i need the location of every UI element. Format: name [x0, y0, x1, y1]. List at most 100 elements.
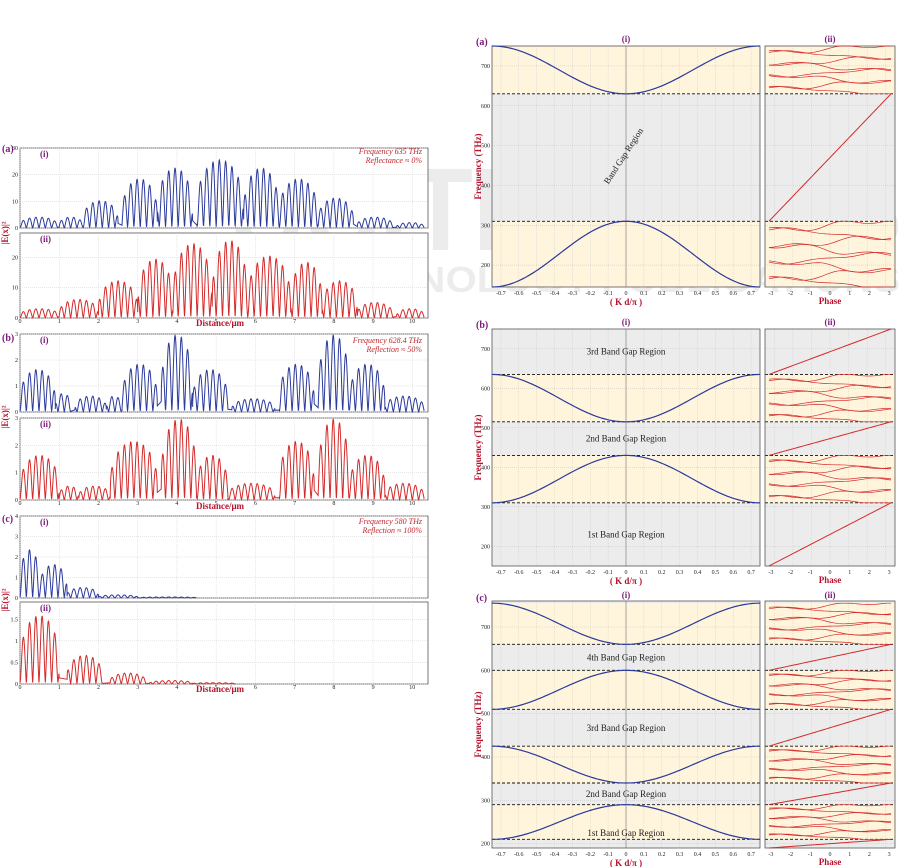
- phase-curve: [768, 489, 892, 499]
- x-tick-label: 4: [175, 501, 178, 507]
- series-line: [19, 334, 425, 414]
- y-tick-label: 20: [12, 255, 18, 261]
- y-tick-label: 0: [15, 226, 18, 232]
- annotation-line-1: Frequency 628.4 THz: [352, 336, 423, 345]
- phase-curve: [768, 754, 892, 762]
- phase-axis-label: Phase: [819, 296, 842, 306]
- x-tick-label: 0.5: [712, 570, 720, 576]
- phase-tick-label: 2: [868, 852, 871, 858]
- x-tick-label: -0.2: [586, 852, 596, 858]
- subplot-label: (i): [622, 590, 631, 600]
- phase-curve-gap: [768, 421, 892, 456]
- x-tick-label: -0.5: [532, 291, 542, 297]
- x-tick-label: 4: [175, 685, 178, 691]
- phase-curve: [768, 465, 892, 475]
- series-line: [19, 240, 425, 319]
- phase-tick-label: -2: [788, 291, 793, 297]
- phase-curve: [768, 252, 892, 265]
- x-tick-label: -0.7: [496, 852, 506, 858]
- x-tick-label: 0.5: [712, 291, 720, 297]
- phase-tick-label: 0: [829, 291, 832, 297]
- x-tick-label: 2: [97, 685, 100, 691]
- x-tick-label: 1: [58, 685, 61, 691]
- phase-tick-label: 2: [868, 291, 871, 297]
- series-line: [19, 418, 425, 502]
- phase-tick-label: 0: [829, 570, 832, 576]
- x-tick-label: 3: [136, 319, 139, 325]
- x-tick-label: 5: [215, 319, 218, 325]
- phase-tick-label: -2: [788, 852, 793, 858]
- dispersion-curve: [491, 373, 761, 423]
- panel-label: (a): [2, 144, 14, 155]
- phase-curve-gap: [768, 643, 892, 671]
- x-tick-label: 2: [97, 501, 100, 507]
- x-tick-label: 0.4: [694, 291, 702, 297]
- x-tick-label: 0.7: [747, 291, 755, 297]
- x-tick-label: -0.6: [514, 852, 524, 858]
- x-tick-label: 6: [254, 319, 257, 325]
- phase-curve: [768, 745, 892, 752]
- x-tick-label: 1: [58, 319, 61, 325]
- x-tick-label: 0.3: [676, 852, 684, 858]
- subplot-label: (ii): [40, 234, 51, 244]
- phase-curve: [768, 408, 892, 418]
- x-tick-label: 7: [293, 319, 296, 325]
- x-axis-label: Distance/μm: [196, 501, 245, 511]
- subplot-label: (ii): [825, 317, 836, 327]
- dispersion-curve: [491, 220, 761, 288]
- panel-label: (c): [476, 593, 487, 604]
- x-tick-label: 0.2: [658, 852, 666, 858]
- x-tick-label: 0.6: [729, 852, 737, 858]
- phase-curve: [768, 477, 892, 487]
- phase-plot: [764, 45, 896, 288]
- phase-curve: [768, 384, 892, 394]
- x-tick-label: -0.3: [568, 852, 578, 858]
- phase-curve: [768, 820, 892, 828]
- y-tick-label: 600: [481, 386, 490, 392]
- x-tick-label: 8: [332, 501, 335, 507]
- phase-tick-label: 1: [848, 291, 851, 297]
- phase-curve: [768, 632, 892, 641]
- y-tick-label: 500: [481, 144, 490, 150]
- phase-curve: [768, 812, 892, 819]
- allowed-band: [765, 746, 895, 783]
- y-tick-label: 300: [481, 223, 490, 229]
- x-tick-label: -0.1: [603, 852, 613, 858]
- subplot-label: (ii): [40, 603, 51, 613]
- y-tick-label: 400: [481, 755, 490, 761]
- phase-tick-label: 2: [868, 570, 871, 576]
- x-tick-label: -0.1: [603, 291, 613, 297]
- panel-label: (b): [2, 333, 14, 344]
- phase-curve: [768, 414, 892, 423]
- subplot-label: (i): [40, 517, 49, 527]
- x-tick-label: 3: [136, 685, 139, 691]
- x-tick-label: 0.3: [676, 291, 684, 297]
- phase-curve: [768, 378, 892, 388]
- phase-curve: [768, 683, 892, 691]
- phase-curve: [768, 86, 892, 95]
- x-tick-label: 2: [97, 319, 100, 325]
- y-tick-label: 3: [15, 535, 18, 541]
- y-axis-label: |E(x)|²: [0, 588, 10, 611]
- x-tick-label: 0.6: [729, 570, 737, 576]
- phase-curve: [768, 80, 892, 90]
- phase-curve-gap: [768, 708, 892, 747]
- phase-curve-gap: [768, 782, 892, 806]
- phase-tick-label: -3: [768, 852, 773, 858]
- band-gap-label: 1st Band Gap Region: [587, 529, 665, 539]
- phase-tick-label: -1: [808, 852, 813, 858]
- y-axis-label: Frequency (THz): [473, 414, 483, 480]
- y-tick-label: 10: [12, 286, 18, 292]
- annotation-line-1: Frequency 635 THz: [358, 147, 423, 156]
- phase-tick-label: -1: [808, 570, 813, 576]
- y-tick-label: 700: [481, 347, 490, 353]
- x-tick-label: 9: [372, 501, 375, 507]
- field-panel-1: (b) 0 1 2 3 (i) 0 1 2 3 (ii) 0 1 2 3 4 5 6 7 8 9 10 Distance/μ…: [0, 332, 429, 511]
- y-axis-label: Frequency (THz): [473, 691, 483, 757]
- subplot-label: (ii): [825, 34, 836, 44]
- y-tick-label: 600: [481, 104, 490, 110]
- subplot-label: (i): [622, 34, 631, 44]
- x-tick-label: 9: [372, 685, 375, 691]
- field-panel-0: (a) 0 10 20 30 (i) 0 10 20 (ii) 0 1 2 3 4 5 6 7 8 9 10 Distan…: [0, 144, 429, 328]
- band-gap-label: 3rd Band Gap Region: [587, 347, 666, 357]
